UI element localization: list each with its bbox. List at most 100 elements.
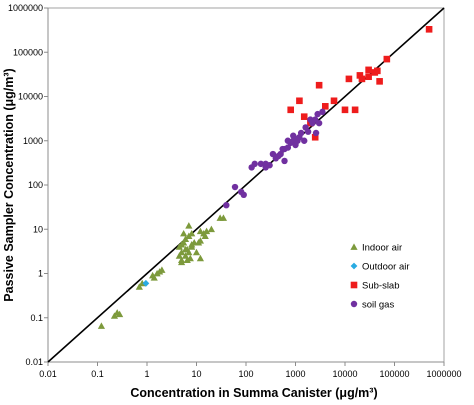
y-tick-label: 1000	[23, 136, 43, 146]
legend-item: Outdoor air	[350, 262, 410, 273]
legend-label: Outdoor air	[362, 262, 410, 273]
series-indoor-air	[97, 214, 228, 329]
x-tick-label: 100	[238, 369, 253, 379]
data-markers	[97, 26, 433, 329]
triangle-marker	[181, 245, 190, 253]
circle-marker	[257, 160, 265, 168]
triangle-marker	[180, 229, 188, 237]
x-tick-label: 10000	[332, 369, 357, 379]
circle-marker	[315, 119, 323, 127]
square-marker	[365, 66, 372, 74]
y-tick-label: 0.1	[30, 313, 43, 323]
y-tick-label: 10000	[18, 92, 43, 102]
square-marker	[365, 73, 372, 81]
x-tick-label: 0.1	[91, 369, 104, 379]
triangle-marker	[177, 240, 186, 248]
triangle-marker	[207, 225, 216, 233]
triangle-marker	[196, 254, 205, 262]
reference-line	[47, 7, 445, 363]
square-marker	[322, 103, 329, 110]
square-marker	[287, 106, 295, 114]
y-tick-label: 1000000	[8, 3, 43, 13]
series-soil-gas	[223, 108, 326, 209]
square-marker	[311, 133, 319, 141]
legend-label: Indoor air	[362, 243, 402, 254]
legend-label: Sub-slab	[362, 281, 400, 292]
series-outdoor-air	[142, 279, 150, 287]
triangle-marker	[192, 248, 201, 256]
legend-square-icon	[350, 281, 358, 289]
square-marker	[425, 26, 433, 33]
circle-marker	[284, 144, 292, 151]
x-tick-label: 1	[144, 369, 149, 379]
x-tick-label: 0.01	[39, 369, 57, 379]
legend: Indoor air Outdoor air Sub-slab soil gas	[350, 243, 410, 311]
y-tick-label: 100	[28, 180, 43, 190]
triangle-marker	[150, 274, 158, 281]
square-marker	[296, 97, 303, 105]
legend-item: Indoor air	[350, 243, 402, 254]
triangle-marker	[116, 310, 124, 318]
x-tick-label: 10	[191, 369, 201, 379]
square-marker	[300, 113, 308, 120]
square-marker	[356, 72, 364, 79]
circle-marker	[284, 137, 292, 144]
square-marker	[358, 75, 366, 83]
circle-marker	[314, 110, 321, 118]
circle-marker	[297, 129, 305, 137]
circle-marker	[301, 137, 308, 144]
legend-item: Sub-slab	[350, 281, 400, 292]
legend-label: soil gas	[362, 300, 394, 311]
circle-marker	[319, 108, 326, 116]
y-tick-label: 100000	[13, 47, 43, 57]
y-tick-label: 0.01	[25, 357, 43, 367]
circle-marker	[294, 135, 301, 143]
triangle-marker	[203, 227, 211, 235]
triangle-marker	[201, 232, 209, 239]
y-tick-label: 10	[33, 224, 43, 234]
legend-circle-icon	[350, 300, 358, 308]
triangle-marker	[219, 214, 228, 221]
diamond-marker	[142, 279, 150, 287]
square-marker	[341, 106, 349, 114]
y-tick-label: 1	[38, 269, 43, 279]
series-sub-slab	[287, 26, 433, 141]
square-marker	[383, 55, 391, 63]
legend-item: soil gas	[350, 300, 394, 311]
triangle-marker	[135, 283, 143, 290]
square-marker	[330, 97, 338, 105]
legend-diamond-icon	[350, 262, 358, 270]
circle-marker	[251, 160, 258, 168]
square-marker	[315, 81, 323, 89]
x-tick-label: 1000000	[426, 369, 461, 379]
square-marker	[345, 75, 353, 83]
triangle-marker	[175, 252, 183, 259]
circle-marker	[240, 191, 247, 199]
triangle-marker	[185, 222, 193, 229]
square-marker	[351, 106, 359, 114]
circle-marker	[281, 157, 288, 165]
triangle-marker	[186, 254, 194, 262]
circle-marker	[262, 160, 269, 168]
y-axis-title: Passive Sampler Concentration (μg/m³)	[2, 68, 16, 301]
circle-marker	[279, 145, 286, 153]
triangle-marker	[177, 258, 186, 266]
circle-marker	[304, 128, 312, 135]
one-to-one-line	[47, 7, 445, 363]
square-marker	[374, 67, 381, 75]
triangle-marker	[97, 322, 106, 329]
circle-marker	[275, 152, 282, 160]
circle-marker	[223, 201, 230, 209]
x-axis-title: Concentration in Summa Canister (μg/m³)	[130, 386, 377, 400]
circle-marker	[231, 183, 239, 191]
triangle-marker	[183, 256, 191, 264]
legend-triangle-icon	[350, 243, 358, 250]
triangle-marker	[196, 227, 205, 235]
x-tick-label: 100000	[379, 369, 409, 379]
x-tick-label: 1000	[285, 369, 305, 379]
triangle-marker	[188, 229, 196, 237]
axes: 0.01 0.1 1 10 100 1000 10000 100000 1000000 0.01 0…	[8, 3, 462, 379]
square-marker	[376, 78, 383, 85]
